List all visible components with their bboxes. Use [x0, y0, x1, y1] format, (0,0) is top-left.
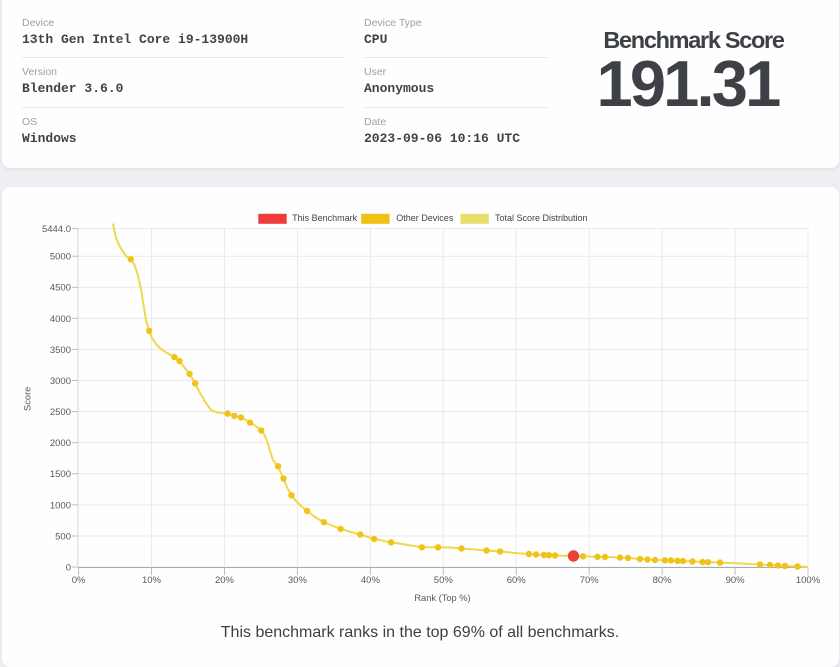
svg-text:70%: 70%	[580, 575, 600, 586]
svg-text:5000: 5000	[50, 252, 71, 263]
svg-text:Other Devices: Other Devices	[396, 213, 454, 223]
svg-text:0: 0	[66, 563, 71, 574]
svg-text:100%: 100%	[796, 575, 821, 586]
svg-text:80%: 80%	[653, 575, 673, 586]
svg-text:50%: 50%	[434, 575, 454, 586]
svg-text:30%: 30%	[288, 575, 308, 586]
svg-text:3500: 3500	[50, 345, 71, 356]
svg-text:1500: 1500	[50, 469, 71, 480]
svg-text:Rank (Top %): Rank (Top %)	[414, 593, 470, 603]
svg-text:3000: 3000	[50, 376, 71, 387]
svg-text:20%: 20%	[215, 575, 235, 586]
svg-text:Score: Score	[23, 387, 33, 411]
svg-text:This Benchmark: This Benchmark	[292, 213, 358, 223]
svg-text:60%: 60%	[507, 575, 527, 586]
svg-text:0%: 0%	[72, 575, 86, 586]
svg-text:500: 500	[55, 531, 71, 542]
svg-text:40%: 40%	[361, 575, 381, 586]
svg-text:10%: 10%	[142, 575, 162, 586]
svg-text:4500: 4500	[50, 283, 71, 294]
svg-text:5444.0: 5444.0	[42, 224, 71, 235]
svg-text:90%: 90%	[726, 575, 746, 586]
svg-text:4000: 4000	[50, 314, 71, 325]
svg-text:2000: 2000	[50, 438, 71, 449]
svg-text:1000: 1000	[50, 500, 71, 511]
svg-text:Total Score Distribution: Total Score Distribution	[495, 213, 588, 223]
svg-text:2500: 2500	[50, 407, 71, 418]
